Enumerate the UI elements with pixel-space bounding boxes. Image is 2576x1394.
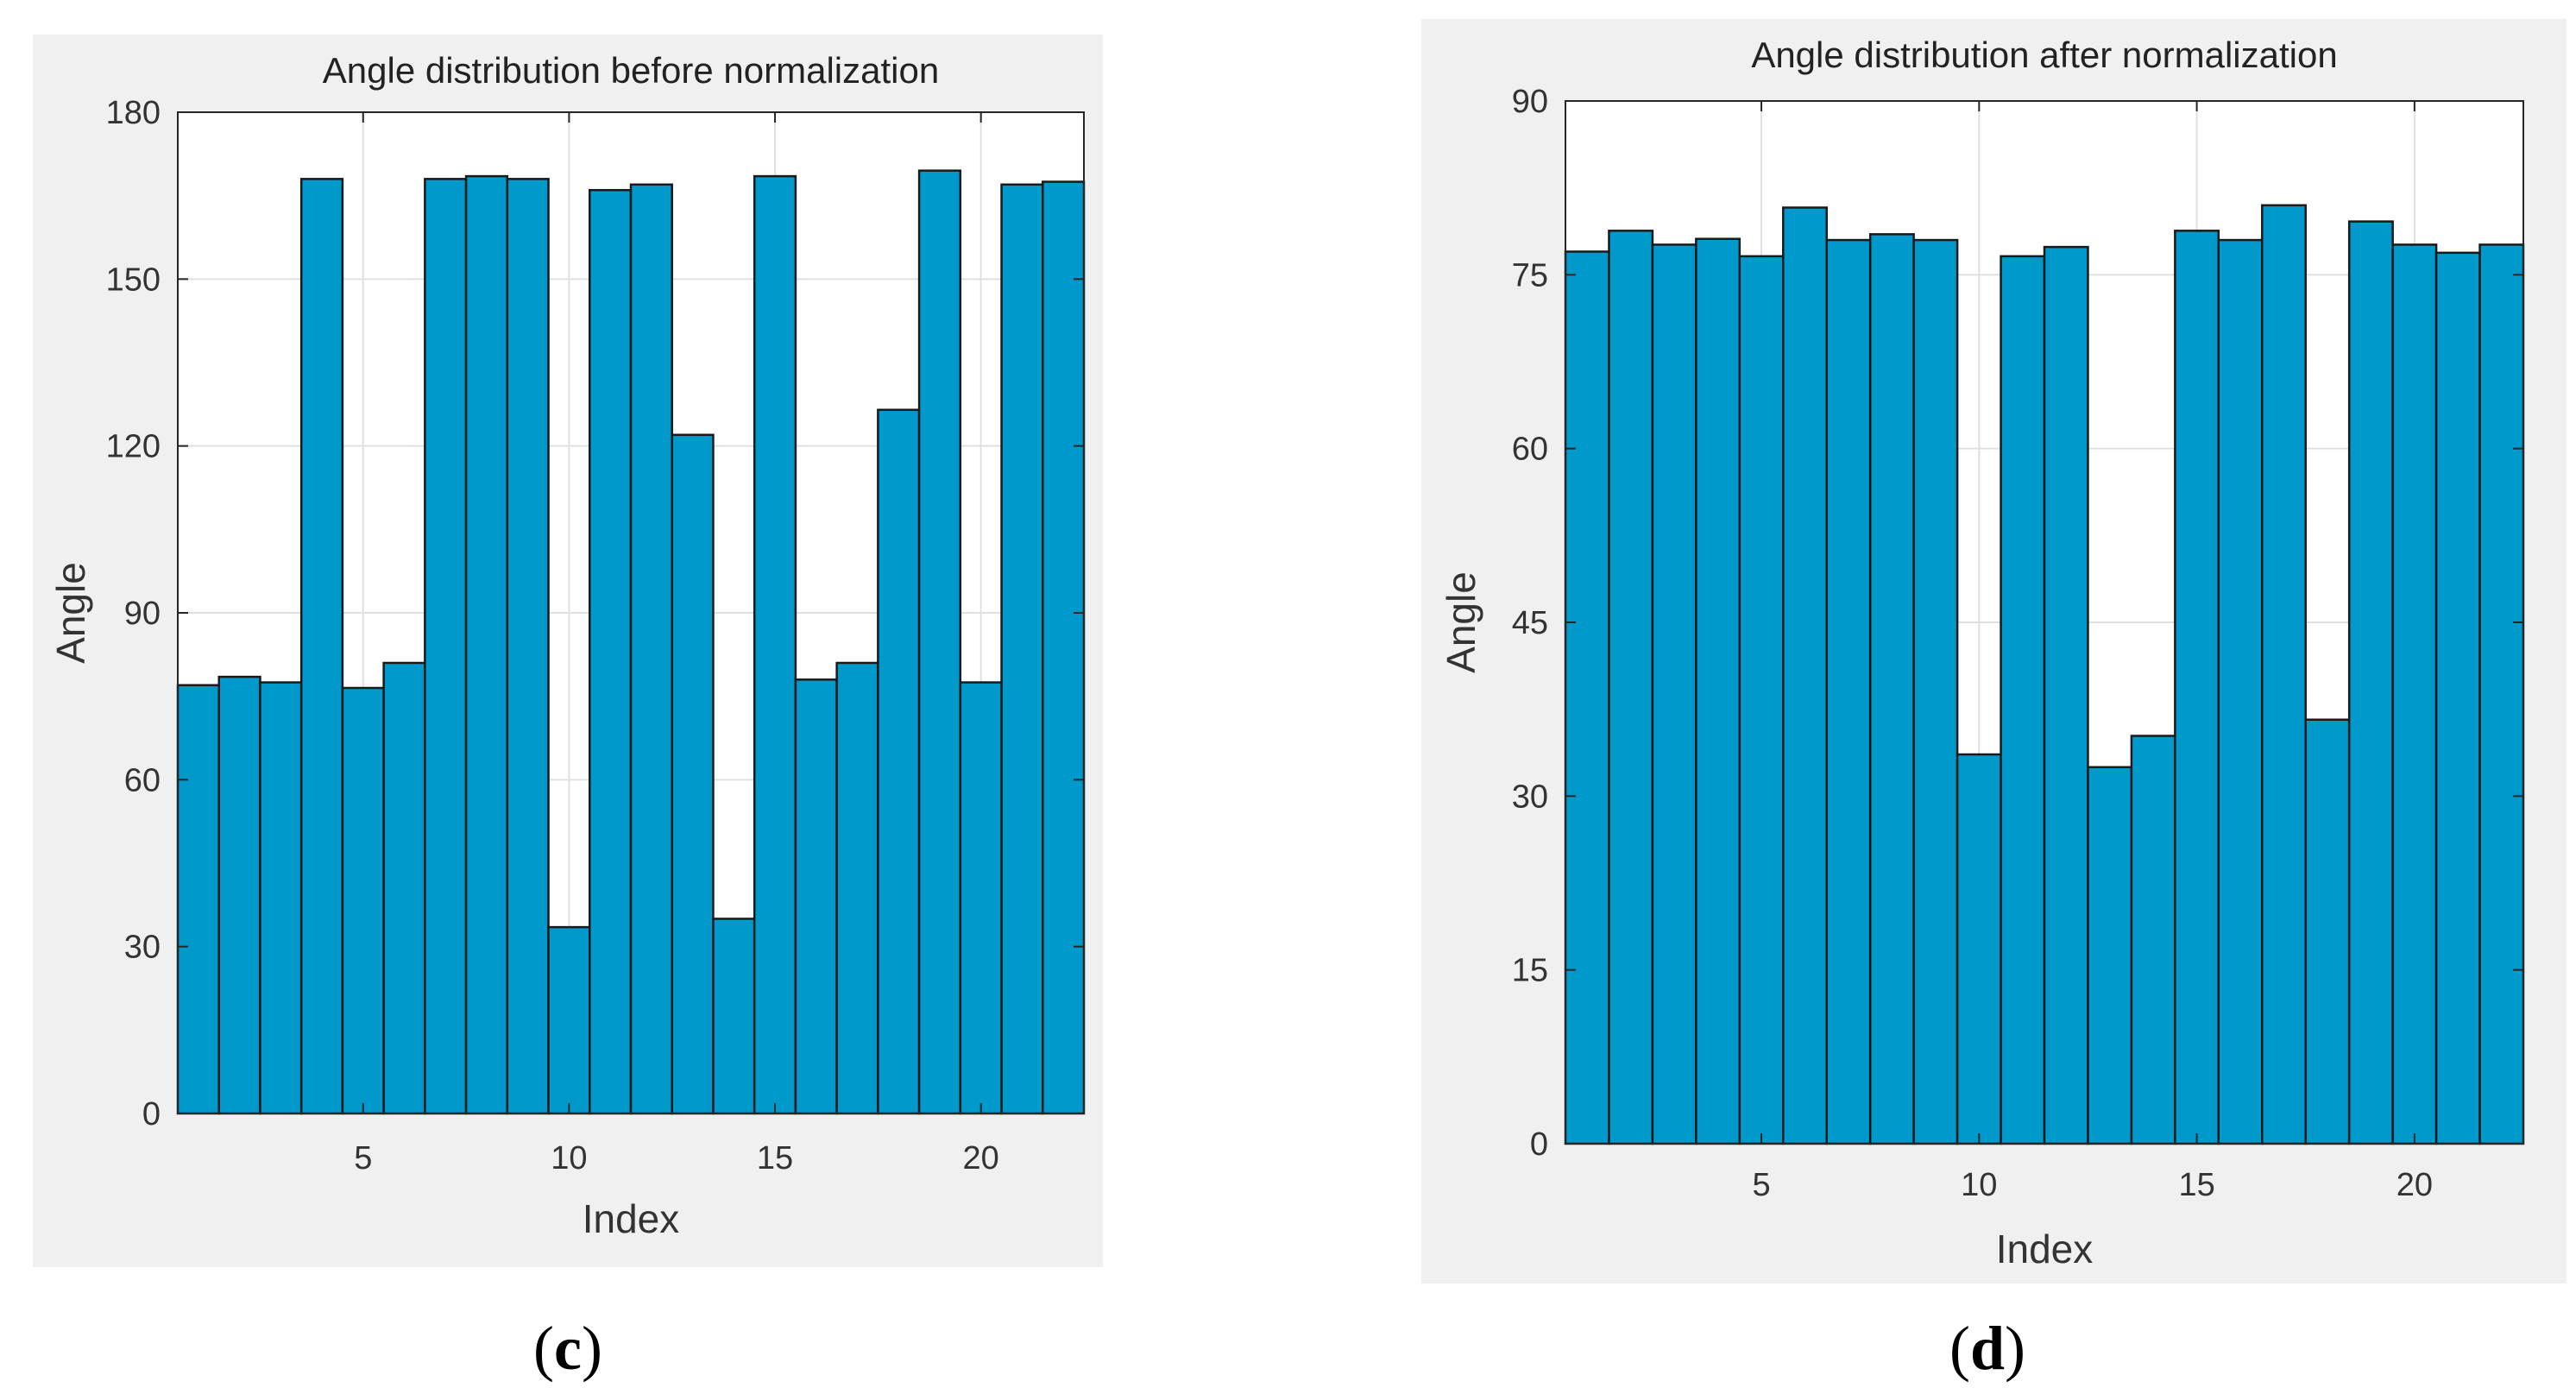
chart-c-bar xyxy=(341,686,385,1115)
chart-c-y-tick-label: 90 xyxy=(124,596,161,632)
chart-d-x-axis-label: Index xyxy=(1996,1227,2094,1271)
chart-c-bar xyxy=(835,661,879,1115)
chart-d-bar xyxy=(2478,243,2525,1145)
chart-d-y-axis-label: Angle xyxy=(1439,571,1483,673)
chart-d-bar xyxy=(1782,206,1828,1145)
chart-c-svg: 0 30 60 90 120 150 180 5 10 15 20 Angle distributio… xyxy=(48,50,1086,1241)
chart-d-bar xyxy=(1651,243,1697,1145)
chart-c-bar xyxy=(464,174,509,1115)
chart-c-x-tick-label: 5 xyxy=(354,1140,372,1176)
chart-d-bar xyxy=(2000,255,2046,1145)
chart-d-bar xyxy=(1695,237,1741,1145)
chart-d-y-tick-label: 75 xyxy=(1512,257,1548,293)
chart-c-title: Angle distribution before normalization xyxy=(323,50,939,91)
chart-c-y-tick-label: 60 xyxy=(124,762,161,798)
chart-d-y-tick-label: 0 xyxy=(1530,1126,1548,1163)
chart-d-x-tick-label: 20 xyxy=(2396,1167,2433,1203)
caption-c: (c) xyxy=(533,1314,602,1383)
chart-d-bar xyxy=(2130,735,2176,1145)
chart-panel-c: 0 30 60 90 120 150 180 5 10 15 20 Angle distributio… xyxy=(33,35,1103,1267)
chart-c-bar xyxy=(382,661,426,1115)
chart-d-bar xyxy=(2217,238,2264,1145)
chart-c-bar xyxy=(877,408,921,1115)
chart-d-bar xyxy=(2434,251,2481,1145)
chart-c-bar xyxy=(671,433,715,1115)
chart-d-bar xyxy=(1956,753,2002,1145)
chart-c-x-tick-label: 20 xyxy=(963,1140,999,1176)
chart-d-bar xyxy=(2043,245,2089,1145)
chart-c-bar xyxy=(506,178,550,1115)
chart-d-bar xyxy=(2347,220,2394,1145)
chart-c-x-tick-label: 15 xyxy=(757,1140,793,1176)
chart-c-bar xyxy=(959,681,1003,1115)
chart-panel-d: 0 15 30 45 60 75 90 5 10 15 20 Angle distribution a… xyxy=(1421,19,2567,1284)
chart-c-y-axis-label: Angle xyxy=(48,562,93,664)
chart-d-bar xyxy=(2174,230,2220,1145)
chart-c-bar xyxy=(712,918,756,1115)
chart-d-bar xyxy=(2261,204,2307,1145)
chart-d-svg: 0 15 30 45 60 75 90 5 10 15 20 Angle distribution a… xyxy=(1439,35,2525,1271)
chart-c-x-axis-label: Index xyxy=(583,1196,680,1241)
chart-d-bar xyxy=(2391,243,2438,1145)
chart-c-bar xyxy=(217,675,261,1115)
chart-d-bar xyxy=(1738,255,1785,1145)
chart-d-bar xyxy=(1825,238,1872,1145)
chart-d-y-tick-label: 90 xyxy=(1512,84,1548,120)
chart-c-y-tick-label: 120 xyxy=(106,429,161,465)
chart-c-y-tick-label: 30 xyxy=(124,930,161,966)
chart-c-bar xyxy=(753,174,797,1115)
chart-c-bar xyxy=(794,678,838,1115)
chart-d-y-tick-label: 15 xyxy=(1512,953,1548,989)
chart-d-y-tick-label: 30 xyxy=(1512,779,1548,815)
chart-c-y-tick-label: 180 xyxy=(106,95,161,131)
chart-c-x-tick-label: 10 xyxy=(551,1140,587,1176)
chart-d-bar xyxy=(1608,230,1654,1145)
chart-c-bar xyxy=(1042,180,1086,1115)
chart-d-x-tick-label: 10 xyxy=(1961,1167,1997,1203)
chart-d-y-tick-label: 45 xyxy=(1512,605,1548,641)
chart-c-y-tick-label: 150 xyxy=(106,262,161,298)
chart-c-bar xyxy=(547,925,591,1115)
chart-d-bar xyxy=(2087,766,2133,1145)
chart-c-bar xyxy=(1000,183,1044,1115)
chart-d-x-tick-label: 15 xyxy=(2178,1167,2214,1203)
chart-d-x-tick-label: 5 xyxy=(1752,1167,1770,1203)
chart-d-y-tick-label: 60 xyxy=(1512,432,1548,468)
chart-c-bar xyxy=(424,178,468,1115)
chart-d-bar xyxy=(1564,250,1610,1145)
chart-c-bar xyxy=(299,178,344,1115)
chart-d-bar xyxy=(1868,233,1915,1145)
chart-c-bar xyxy=(259,681,303,1115)
chart-d-title: Angle distribution after normalization xyxy=(1751,35,2337,75)
chart-c-bar xyxy=(917,169,962,1115)
caption-d: (d) xyxy=(1949,1314,2025,1383)
chart-c-bar xyxy=(589,188,633,1115)
chart-d-bar xyxy=(2304,718,2351,1145)
chart-c-y-tick-label: 0 xyxy=(142,1096,161,1132)
chart-d-bar xyxy=(1912,238,1959,1145)
chart-c-bar xyxy=(629,183,673,1115)
chart-c-bar xyxy=(176,684,220,1115)
